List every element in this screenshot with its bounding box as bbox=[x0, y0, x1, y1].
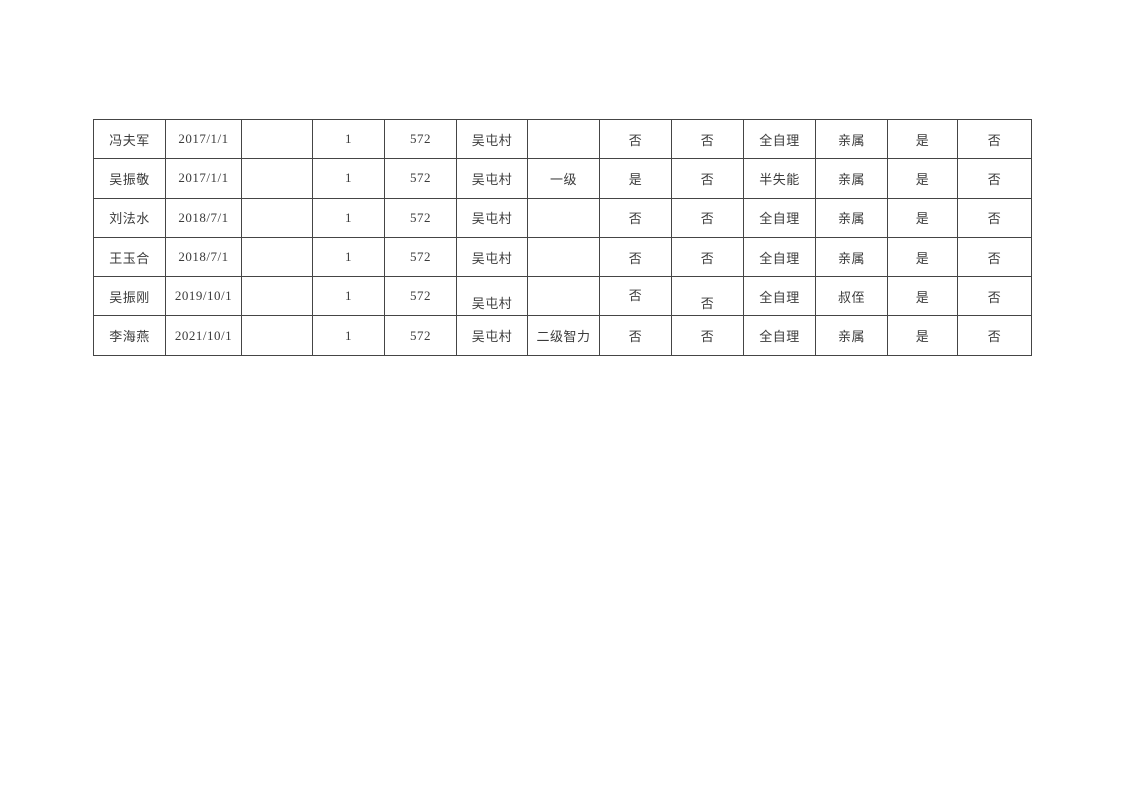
table-cell: 是 bbox=[887, 276, 958, 317]
table-cell: 二级智力 bbox=[527, 315, 600, 356]
table-cell: 一级 bbox=[527, 158, 600, 199]
table-cell: 572 bbox=[384, 197, 457, 238]
table-cell: 572 bbox=[384, 315, 457, 356]
table-cell bbox=[241, 276, 313, 317]
table-cell: 2017/1/1 bbox=[165, 158, 242, 199]
table-cell: 吴屯村 bbox=[456, 158, 528, 199]
table-cell: 亲属 bbox=[815, 158, 888, 199]
table-cell: 否 bbox=[671, 118, 744, 160]
table-cell: 全自理 bbox=[743, 236, 816, 278]
table-cell: 否 bbox=[671, 197, 744, 238]
table-cell: 冯夫军 bbox=[93, 118, 166, 160]
table-cell: 王玉合 bbox=[93, 236, 166, 278]
table-cell: 是 bbox=[887, 197, 958, 238]
table-cell: 否 bbox=[957, 197, 1032, 238]
table-cell: 否 bbox=[957, 315, 1032, 356]
records-table: 冯夫军 2017/1/1 1 572 吴屯村否否全自理 亲属是否吴振敬 2017/1/1 1 5… bbox=[93, 118, 1032, 356]
table-cell: 李海燕 bbox=[93, 315, 166, 356]
table-cell bbox=[527, 236, 600, 278]
table-cell: 全自理 bbox=[743, 118, 816, 160]
table-cell: 否 bbox=[599, 197, 672, 238]
table-cell: 2017/1/1 bbox=[165, 118, 242, 160]
table-cell bbox=[241, 315, 313, 356]
table-cell: 572 bbox=[384, 158, 457, 199]
table-cell: 叔侄 bbox=[815, 276, 888, 317]
table-cell: 是 bbox=[599, 158, 672, 199]
records-table-body: 冯夫军 2017/1/1 1 572 吴屯村否否全自理 亲属是否吴振敬 2017/1/1 1 5… bbox=[93, 118, 1032, 356]
table-cell: 亲属 bbox=[815, 236, 888, 278]
table-cell: 吴屯村 bbox=[456, 197, 528, 238]
table-cell: 吴屯村 bbox=[456, 236, 528, 278]
table-cell bbox=[241, 118, 313, 160]
table-cell: 2018/7/1 bbox=[165, 236, 242, 278]
table-cell: 否 bbox=[957, 118, 1032, 160]
table-row: 冯夫军 2017/1/1 1 572 吴屯村否否全自理 亲属是否 bbox=[93, 118, 1032, 160]
table-row: 吴振敬 2017/1/1 1 572 吴屯村 一级是否半失能 亲属是否 bbox=[93, 158, 1032, 199]
table-cell bbox=[527, 118, 600, 160]
table-cell: 否 bbox=[599, 118, 672, 160]
table-cell: 否 bbox=[671, 236, 744, 278]
table-cell: 否 bbox=[957, 236, 1032, 278]
table-cell bbox=[527, 276, 600, 317]
table-cell: 是 bbox=[887, 158, 958, 199]
table-row: 吴振刚 2019/10/1 1 572 吴屯村否否全自理 叔侄是否 bbox=[93, 276, 1032, 317]
table-cell: 是 bbox=[887, 118, 958, 160]
table-cell: 亲属 bbox=[815, 197, 888, 238]
table-cell bbox=[527, 197, 600, 238]
table-cell: 半失能 bbox=[743, 158, 816, 199]
table-cell: 1 bbox=[312, 158, 385, 199]
table-cell: 全自理 bbox=[743, 197, 816, 238]
table-cell: 是 bbox=[887, 236, 958, 278]
table-cell: 否 bbox=[599, 236, 672, 278]
table-cell: 否 bbox=[599, 276, 672, 317]
table-cell: 否 bbox=[957, 158, 1032, 199]
table-cell: 全自理 bbox=[743, 276, 816, 317]
table-cell: 1 bbox=[312, 236, 385, 278]
table-cell: 否 bbox=[957, 276, 1032, 317]
table-cell bbox=[241, 236, 313, 278]
table-cell: 吴屯村 bbox=[456, 276, 528, 317]
table-cell: 吴振敬 bbox=[93, 158, 166, 199]
table-cell: 吴屯村 bbox=[456, 315, 528, 356]
table-cell: 全自理 bbox=[743, 315, 816, 356]
table-row: 刘法水 2018/7/1 1 572 吴屯村否否全自理 亲属是否 bbox=[93, 197, 1032, 238]
table-cell: 2021/10/1 bbox=[165, 315, 242, 356]
table-cell: 刘法水 bbox=[93, 197, 166, 238]
table-cell: 是 bbox=[887, 315, 958, 356]
table-cell: 否 bbox=[671, 158, 744, 199]
table-cell: 572 bbox=[384, 118, 457, 160]
table-row: 王玉合 2018/7/1 1 572 吴屯村否否全自理 亲属是否 bbox=[93, 236, 1032, 278]
table-cell: 亲属 bbox=[815, 315, 888, 356]
table-cell: 2018/7/1 bbox=[165, 197, 242, 238]
table-cell bbox=[241, 158, 313, 199]
table-cell: 2019/10/1 bbox=[165, 276, 242, 317]
table-cell: 572 bbox=[384, 236, 457, 278]
table-cell: 1 bbox=[312, 276, 385, 317]
table-cell: 1 bbox=[312, 197, 385, 238]
table-cell: 1 bbox=[312, 118, 385, 160]
table-cell: 亲属 bbox=[815, 118, 888, 160]
table-cell: 572 bbox=[384, 276, 457, 317]
table-cell: 1 bbox=[312, 315, 385, 356]
table-cell: 吴屯村 bbox=[456, 118, 528, 160]
table-cell bbox=[241, 197, 313, 238]
table-cell: 否 bbox=[671, 276, 744, 317]
table-row: 李海燕 2021/10/1 1 572 吴屯村 二级智力否否全自理 亲属是否 bbox=[93, 315, 1032, 356]
table-cell: 吴振刚 bbox=[93, 276, 166, 317]
table-cell: 否 bbox=[599, 315, 672, 356]
table-cell: 否 bbox=[671, 315, 744, 356]
